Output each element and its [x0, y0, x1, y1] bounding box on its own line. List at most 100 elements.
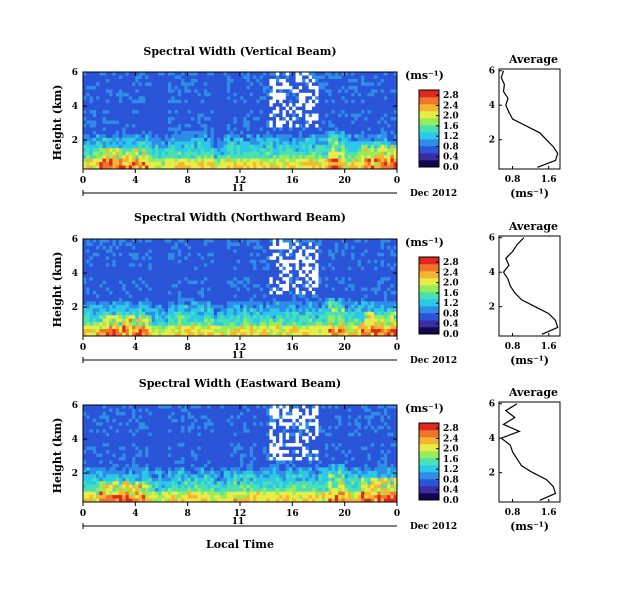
heatmap-cell — [298, 151, 303, 156]
heatmap-cell — [181, 89, 185, 94]
heatmap-cell — [249, 301, 254, 306]
heatmap-cell — [220, 120, 225, 125]
heatmap-cell — [305, 280, 310, 285]
heatmap-cell — [344, 82, 349, 87]
heatmap-cell — [158, 165, 162, 170]
heatmap-cell — [141, 96, 146, 101]
heatmap-cell — [364, 78, 368, 83]
heatmap-cell — [177, 301, 182, 306]
heatmap-cell — [321, 245, 326, 250]
heatmap-cell — [148, 120, 153, 125]
heatmap-cell — [377, 155, 382, 159]
heatmap-cell — [204, 304, 208, 309]
heatmap-cell — [367, 117, 372, 121]
heatmap-cell — [115, 284, 120, 288]
heatmap-cell — [246, 106, 251, 111]
heatmap-cell — [118, 165, 123, 170]
heatmap-cell — [109, 144, 113, 149]
heatmap-cell — [220, 256, 225, 261]
heatmap-cell — [226, 329, 231, 333]
heatmap-cell — [122, 249, 126, 254]
heatmap-cell — [347, 144, 352, 149]
heatmap-cell — [370, 151, 375, 156]
heatmap-cell — [96, 245, 100, 250]
heatmap-cell — [207, 96, 211, 101]
heatmap-cell — [226, 151, 231, 156]
heatmap-cell — [236, 297, 241, 302]
heatmap-cell — [230, 78, 234, 83]
heatmap-cell — [197, 92, 202, 97]
panel-2: Spectral Width (Northward Beam)0 4 8 12 16 20… — [51, 211, 561, 367]
heatmap-cell — [298, 96, 303, 101]
heatmap-cell — [262, 75, 267, 80]
heatmap-cell — [145, 120, 149, 125]
heatmap-cell — [230, 162, 234, 166]
heatmap-cell — [210, 134, 215, 139]
heatmap-cell — [302, 294, 306, 299]
heatmap-cell — [249, 130, 254, 135]
heatmap-cell — [249, 155, 254, 159]
heatmap-cell — [240, 287, 244, 292]
heatmap-cell — [236, 287, 241, 292]
heatmap-cell — [122, 242, 126, 247]
heatmap-cell — [132, 304, 136, 309]
heatmap-cell — [298, 103, 303, 108]
heatmap-cell — [321, 332, 326, 337]
heatmap-cell — [220, 252, 225, 257]
heatmap-cell — [361, 165, 365, 170]
heatmap-cell — [187, 270, 192, 275]
heatmap-cell — [308, 284, 313, 288]
heatmap-cell — [187, 311, 192, 316]
heatmap-cell — [102, 92, 107, 97]
heatmap-cell — [164, 315, 169, 320]
heatmap-cell — [204, 137, 208, 142]
heatmap-cell — [262, 106, 267, 111]
heatmap-cell — [86, 144, 90, 149]
heatmap-cell — [236, 158, 241, 163]
heatmap-cell — [308, 110, 313, 114]
heatmap-cell — [311, 318, 316, 323]
heatmap-cell — [361, 106, 365, 111]
heatmap-cell — [256, 259, 261, 264]
heatmap-cell — [370, 165, 375, 170]
heatmap-cell — [168, 106, 172, 111]
heatmap-cell — [259, 158, 264, 163]
heatmap-cell — [272, 252, 277, 257]
heatmap-cell — [334, 304, 339, 309]
heatmap-cell — [213, 72, 218, 76]
heatmap-cell — [102, 113, 107, 118]
heatmap-cell — [390, 106, 395, 111]
heatmap-cell — [115, 290, 120, 295]
heatmap-cell — [321, 165, 326, 170]
heatmap-cell — [102, 72, 107, 76]
heatmap-cell — [109, 92, 113, 97]
heatmap-cell — [338, 165, 342, 170]
heatmap-cell — [302, 263, 306, 268]
heatmap-cell — [275, 239, 280, 243]
heatmap-cell — [109, 256, 113, 261]
heatmap-cell — [367, 127, 372, 132]
heatmap-cell — [138, 273, 143, 278]
heatmap-cell — [311, 113, 316, 118]
heatmap-cell — [86, 318, 90, 323]
heatmap-cell — [305, 78, 310, 83]
heatmap-cell — [83, 290, 87, 295]
heatmap-cell — [338, 332, 342, 337]
heatmap-cell — [315, 158, 319, 163]
heatmap-cell — [197, 252, 202, 257]
heatmap-cell — [112, 106, 117, 111]
heatmap-cell — [262, 325, 267, 330]
heatmap-cell — [275, 127, 280, 132]
heatmap-cell — [217, 277, 221, 281]
heatmap-cell — [118, 304, 123, 309]
heatmap-cell — [112, 263, 117, 268]
heatmap-cell — [89, 256, 94, 261]
heatmap-cell — [217, 162, 221, 166]
heatmap-cell — [318, 85, 323, 90]
heatmap-cell — [171, 137, 175, 142]
heatmap-cell — [318, 290, 323, 295]
heatmap-cell — [344, 151, 349, 156]
heatmap-cell — [318, 266, 323, 271]
heatmap-cell — [187, 249, 192, 254]
heatmap-cell — [83, 270, 87, 275]
